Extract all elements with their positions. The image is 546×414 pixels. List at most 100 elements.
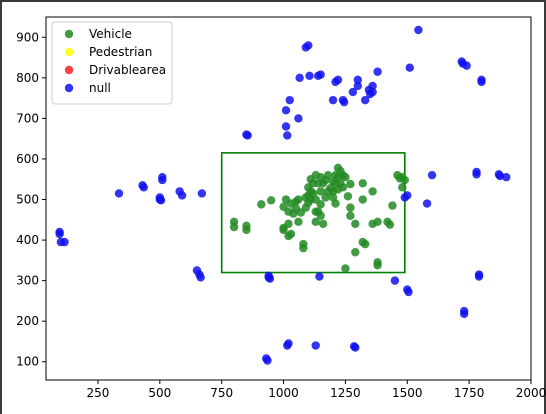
point-null bbox=[284, 339, 293, 348]
x-tick-label: 1000 bbox=[268, 386, 299, 400]
y-tick-label: 700 bbox=[16, 111, 39, 125]
point-vehicle bbox=[358, 195, 367, 204]
point-null bbox=[305, 71, 314, 81]
point-vehicle bbox=[284, 219, 293, 229]
x-tick-label: 1750 bbox=[454, 386, 485, 400]
point-vehicle bbox=[341, 264, 350, 273]
y-tick-label: 200 bbox=[16, 314, 39, 328]
y-tick-label: 900 bbox=[16, 30, 39, 44]
point-vehicle bbox=[361, 239, 370, 249]
point-vehicle bbox=[358, 179, 367, 188]
point-null bbox=[422, 199, 432, 208]
point-null bbox=[348, 87, 358, 97]
point-null bbox=[351, 343, 360, 352]
point-vehicle bbox=[318, 219, 328, 229]
legend-label-pedestrian: Pedestrian bbox=[89, 45, 152, 59]
point-null bbox=[368, 81, 377, 91]
point-null bbox=[114, 189, 124, 198]
point-null bbox=[373, 67, 382, 76]
point-vehicle bbox=[385, 220, 395, 229]
point-null bbox=[328, 95, 338, 105]
point-null bbox=[295, 73, 304, 83]
point-null bbox=[60, 237, 69, 247]
y-tick-label: 400 bbox=[16, 233, 39, 247]
point-null bbox=[263, 356, 272, 365]
point-null bbox=[477, 77, 486, 87]
point-null bbox=[353, 75, 362, 85]
y-tick-label: 300 bbox=[16, 274, 39, 288]
point-null bbox=[265, 274, 275, 283]
plot-area-frame bbox=[45, 16, 532, 381]
x-tick-label: 1500 bbox=[392, 386, 423, 400]
point-null bbox=[156, 196, 166, 205]
legend-label-vehicle: Vehicle bbox=[89, 27, 132, 41]
point-vehicle bbox=[279, 225, 288, 235]
point-vehicle bbox=[400, 175, 410, 185]
point-null bbox=[281, 122, 291, 131]
point-null bbox=[414, 25, 423, 35]
point-null bbox=[315, 272, 324, 281]
legend-marker-vehicle bbox=[64, 29, 74, 39]
point-null bbox=[474, 272, 484, 281]
point-vehicle bbox=[229, 222, 239, 232]
point-null bbox=[196, 273, 205, 282]
point-vehicle bbox=[242, 225, 251, 235]
point-vehicle bbox=[257, 200, 266, 209]
point-vehicle bbox=[373, 217, 382, 227]
x-tick-label: 1250 bbox=[330, 386, 361, 400]
point-null bbox=[502, 173, 511, 182]
point-vehicle bbox=[311, 217, 320, 227]
point-vehicle bbox=[373, 261, 382, 270]
point-null bbox=[405, 63, 414, 72]
point-vehicle bbox=[346, 179, 355, 189]
point-vehicle bbox=[316, 187, 325, 196]
point-null bbox=[177, 191, 187, 200]
point-vehicle bbox=[323, 170, 333, 180]
point-vehicle bbox=[316, 211, 325, 220]
point-null bbox=[353, 81, 362, 91]
point-vehicle bbox=[343, 192, 353, 201]
point-null bbox=[316, 70, 325, 79]
point-vehicle bbox=[388, 201, 397, 210]
point-vehicle bbox=[341, 173, 350, 182]
point-null bbox=[139, 183, 148, 192]
point-vehicle bbox=[266, 196, 276, 205]
point-vehicle bbox=[351, 219, 360, 229]
point-null bbox=[427, 170, 437, 180]
bounding-rectangle bbox=[220, 152, 406, 274]
point-vehicle bbox=[368, 187, 377, 196]
point-null bbox=[472, 170, 481, 179]
x-tick-label: 2000 bbox=[516, 386, 546, 400]
point-vehicle bbox=[286, 229, 296, 239]
y-tick-label: 100 bbox=[16, 355, 39, 369]
point-null bbox=[158, 175, 167, 185]
point-null bbox=[243, 131, 252, 140]
x-tick-label: 500 bbox=[148, 386, 171, 400]
legend-label-drivablearea: Drivablearea bbox=[89, 63, 166, 77]
point-null bbox=[283, 131, 292, 140]
y-tick-label: 600 bbox=[16, 152, 39, 166]
point-null bbox=[333, 75, 343, 85]
point-null bbox=[459, 309, 469, 319]
point-null bbox=[368, 87, 377, 97]
point-null bbox=[285, 95, 294, 105]
y-tick-label: 800 bbox=[16, 71, 39, 85]
point-null bbox=[390, 276, 400, 285]
legend-label-null: null bbox=[89, 81, 111, 95]
point-vehicle bbox=[294, 195, 303, 204]
x-tick-label: 250 bbox=[87, 386, 110, 400]
legend-marker-pedestrian bbox=[64, 47, 74, 57]
point-vehicle bbox=[338, 183, 348, 192]
legend-box bbox=[51, 21, 173, 105]
y-tick-label: 500 bbox=[16, 193, 39, 207]
point-null bbox=[361, 95, 370, 105]
point-vehicle bbox=[316, 200, 325, 209]
point-vehicle bbox=[294, 217, 303, 227]
point-null bbox=[404, 287, 413, 297]
point-null bbox=[197, 189, 207, 198]
point-vehicle bbox=[299, 243, 308, 253]
x-tick-label: 750 bbox=[210, 386, 233, 400]
point-null bbox=[304, 41, 313, 50]
